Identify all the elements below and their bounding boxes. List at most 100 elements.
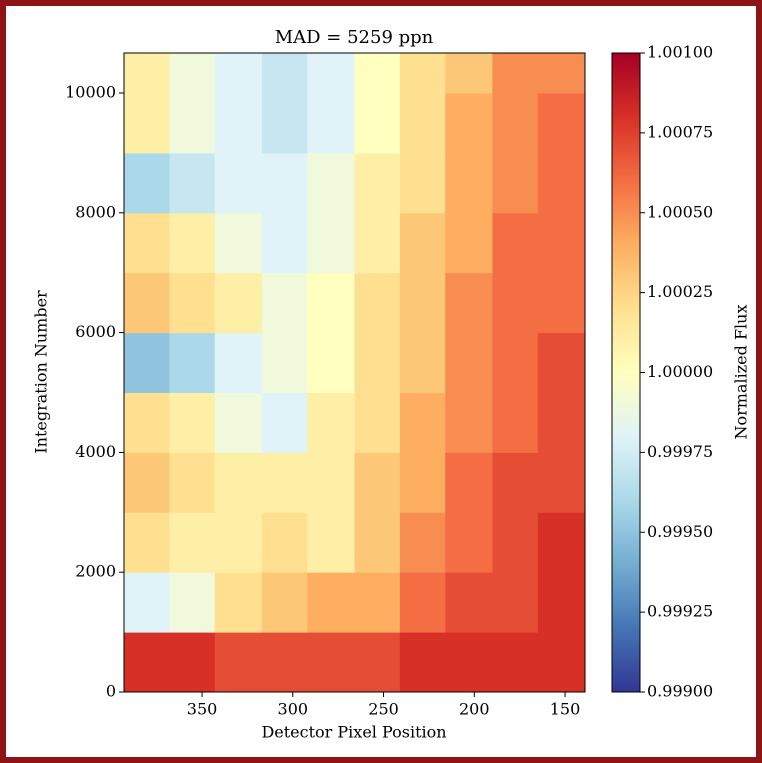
heatmap-cell [261, 632, 308, 693]
heatmap-cell [124, 512, 170, 573]
colorbar-tick-label: 0.99975 [647, 442, 713, 461]
colorbar-label: Normalized Flux [732, 305, 751, 440]
heatmap-cell [214, 512, 263, 573]
heatmap-cell [537, 332, 586, 394]
heatmap-cell [124, 572, 170, 633]
heatmap-cell [492, 152, 539, 214]
heatmap-cell [261, 272, 308, 334]
heatmap-cell [492, 53, 539, 94]
heatmap-cell [399, 53, 446, 94]
heatmap-cell [354, 452, 401, 513]
x-tick-label: 350 [187, 700, 218, 719]
heatmap-cell [445, 212, 493, 274]
heatmap-cell [445, 632, 493, 693]
heatmap-cell [445, 392, 493, 453]
heatmap-cell [169, 512, 216, 573]
heatmap-cell [214, 632, 263, 693]
heatmap-cell [169, 392, 216, 453]
heatmap-cell [169, 332, 216, 394]
heatmap-cell [214, 152, 263, 214]
heatmap-cell [261, 452, 308, 513]
y-tick-label: 0 [106, 682, 116, 701]
heatmap-cell [354, 392, 401, 453]
heatmap-cell [492, 392, 539, 453]
heatmap-cell [399, 272, 446, 334]
heatmap-cell [124, 332, 170, 394]
heatmap-cell [169, 152, 216, 214]
heatmap-cell [492, 572, 539, 633]
heatmap-cell [307, 93, 355, 154]
colorbar-tick-label: 1.00100 [647, 43, 713, 62]
heatmap-cell [124, 272, 170, 334]
heatmap-cell [307, 632, 355, 693]
colorbar [611, 52, 641, 693]
heatmap-cell [399, 512, 446, 573]
y-tick-label: 10000 [65, 83, 116, 102]
heatmap-cell [261, 572, 308, 633]
heatmap-cell [169, 53, 216, 94]
heatmap-cell [169, 572, 216, 633]
heatmap-cell [399, 212, 446, 274]
heatmap [124, 53, 586, 693]
heatmap-cell [214, 572, 263, 633]
colorbar-tick-label: 1.00050 [647, 202, 713, 221]
heatmap-cell [492, 632, 539, 693]
heatmap-cell [492, 212, 539, 274]
heatmap-cell [169, 272, 216, 334]
y-tick-label: 6000 [75, 322, 116, 341]
heatmap-cell [492, 272, 539, 334]
heatmap-cell [261, 53, 308, 94]
heatmap-cell [214, 392, 263, 453]
heatmap-cell [537, 53, 586, 94]
heatmap-cell [445, 452, 493, 513]
colorbar-tick-label: 0.99925 [647, 602, 713, 621]
heatmap-cell [124, 632, 170, 693]
heatmap-cell [307, 152, 355, 214]
heatmap-cell [169, 212, 216, 274]
heatmap-cell [354, 272, 401, 334]
heatmap-cell [492, 512, 539, 573]
heatmap-cell [537, 93, 586, 154]
heatmap-cell [399, 332, 446, 394]
heatmap-cell [537, 632, 586, 693]
heatmap-cell [307, 512, 355, 573]
heatmap-cell [445, 572, 493, 633]
y-axis-label: Integration Number [32, 290, 51, 454]
heatmap-cell [399, 152, 446, 214]
heatmap-cell [214, 93, 263, 154]
heatmap-cell [261, 332, 308, 394]
x-tick-label: 150 [550, 700, 581, 719]
colorbar-tick-label: 1.00025 [647, 282, 713, 301]
y-tick-label: 2000 [75, 562, 116, 581]
heatmap-cell [124, 152, 170, 214]
colorbar-tick-label: 0.99900 [647, 682, 713, 701]
x-tick-label: 300 [278, 700, 309, 719]
heatmap-cell [445, 332, 493, 394]
colorbar-tick-label: 1.00000 [647, 362, 713, 381]
heatmap-cell [445, 512, 493, 573]
heatmap-cell [537, 212, 586, 274]
heatmap-cell [537, 272, 586, 334]
heatmap-cell [307, 272, 355, 334]
x-axis-label: Detector Pixel Position [261, 723, 446, 742]
heatmap-cell [354, 93, 401, 154]
heatmap-cell [537, 152, 586, 214]
heatmap-cell [354, 632, 401, 693]
heatmap-cell [261, 93, 308, 154]
heatmap-cell [537, 512, 586, 573]
heatmap-cell [214, 212, 263, 274]
heatmap-cell [124, 212, 170, 274]
heatmap-cell [537, 392, 586, 453]
heatmap-cell [354, 332, 401, 394]
heatmap-cell [354, 53, 401, 94]
heatmap-cell [537, 452, 586, 513]
y-tick-label: 4000 [75, 442, 116, 461]
heatmap-cell [169, 632, 216, 693]
heatmap-cell [261, 512, 308, 573]
plot-frame [123, 52, 586, 693]
heatmap-cell [492, 332, 539, 394]
heatmap-cell [307, 212, 355, 274]
heatmap-cell [307, 392, 355, 453]
heatmap-cell [445, 93, 493, 154]
